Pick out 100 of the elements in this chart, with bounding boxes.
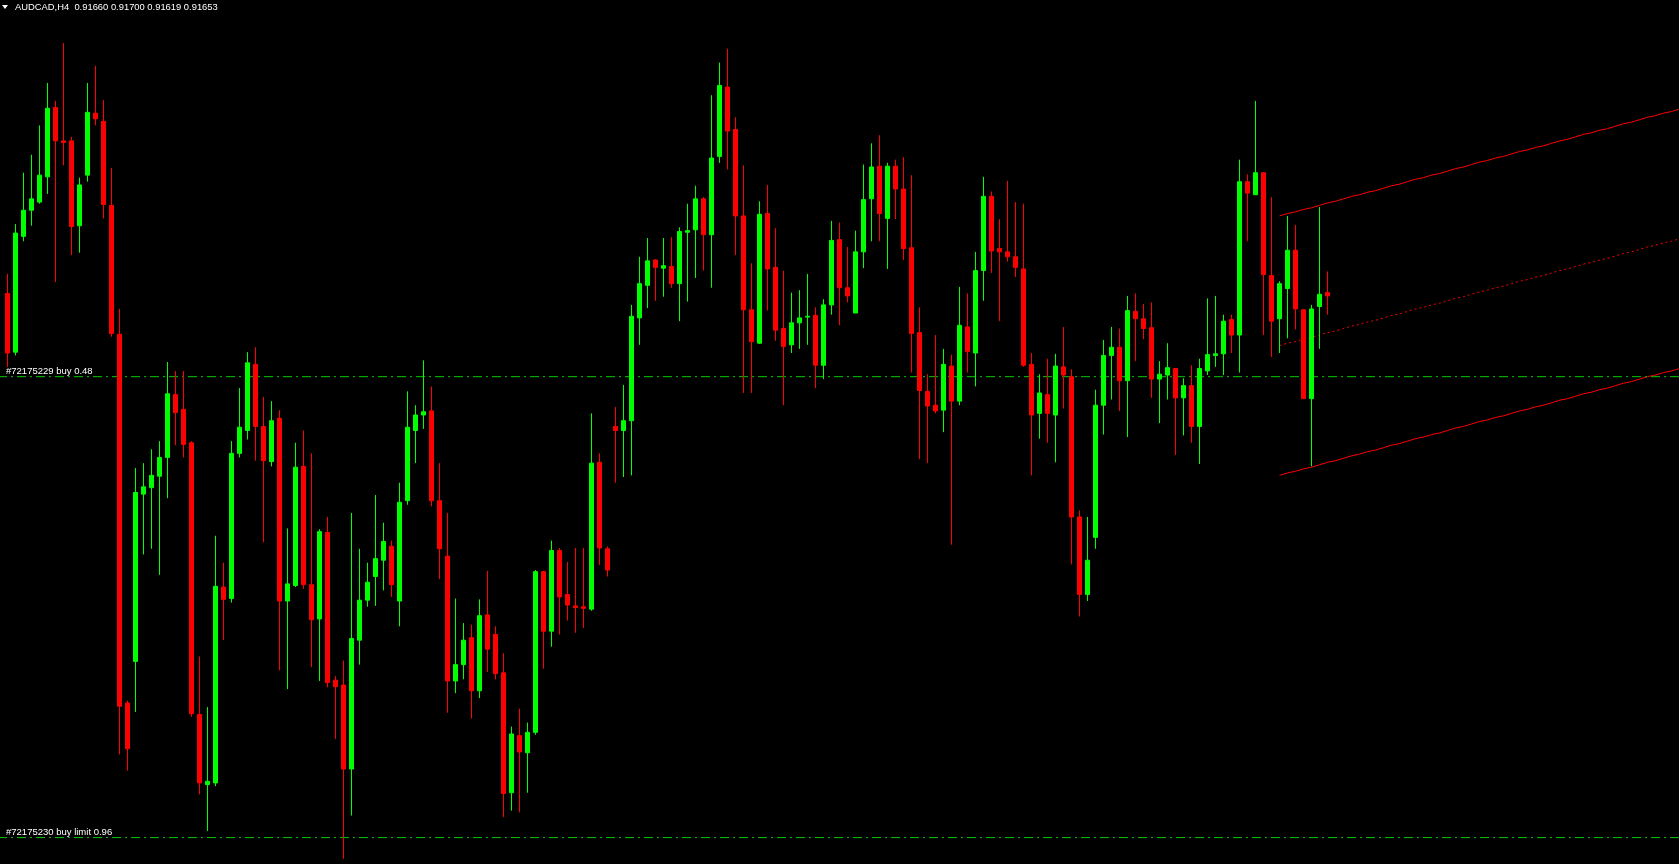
candlestick bbox=[1157, 360, 1162, 424]
candlestick bbox=[581, 547, 586, 629]
candlestick bbox=[173, 370, 178, 446]
candlestick bbox=[949, 354, 954, 546]
candlestick bbox=[1181, 377, 1186, 436]
candlestick bbox=[157, 440, 162, 576]
candlestick bbox=[1253, 100, 1258, 196]
candlestick bbox=[749, 262, 754, 394]
candlestick bbox=[573, 547, 578, 634]
candlestick bbox=[813, 306, 818, 389]
candlestick bbox=[477, 598, 482, 699]
candlestick bbox=[621, 384, 626, 478]
candlestick bbox=[805, 273, 810, 346]
candlestick bbox=[1149, 301, 1154, 399]
candlestick bbox=[397, 482, 402, 627]
candlestick bbox=[565, 561, 570, 622]
candlestick bbox=[709, 94, 714, 289]
candlestick bbox=[109, 167, 114, 338]
candlestick bbox=[685, 203, 690, 303]
candlestick bbox=[197, 655, 202, 795]
candlestick bbox=[405, 390, 410, 506]
candlestick bbox=[421, 359, 426, 430]
candlestick bbox=[1173, 368, 1178, 456]
ref-line-label: #72175229 buy 0.48 bbox=[6, 364, 93, 376]
candlestick bbox=[261, 396, 266, 543]
candlestick bbox=[693, 185, 698, 279]
candlestick bbox=[373, 494, 378, 607]
candlestick bbox=[317, 528, 322, 682]
candlestick bbox=[797, 289, 802, 350]
candlestick bbox=[349, 512, 354, 817]
candlestick bbox=[981, 176, 986, 302]
candlestick bbox=[5, 273, 10, 368]
candlestick bbox=[133, 467, 138, 713]
candlestick bbox=[1325, 270, 1330, 316]
candlestick bbox=[765, 184, 770, 312]
candlestick bbox=[1141, 303, 1146, 340]
candlestick bbox=[229, 440, 234, 604]
candlestick bbox=[309, 452, 314, 668]
candlestick bbox=[485, 570, 490, 673]
candlestick bbox=[165, 361, 170, 499]
candlestick bbox=[901, 156, 906, 261]
candlestick bbox=[1125, 295, 1130, 438]
candlestick bbox=[1045, 358, 1050, 444]
candlestick bbox=[277, 409, 282, 671]
candlestick bbox=[997, 218, 1002, 322]
candlestick bbox=[1237, 159, 1242, 374]
candlestick bbox=[525, 722, 530, 794]
candlestick bbox=[637, 256, 642, 346]
candlestick bbox=[1285, 215, 1290, 339]
candlestick bbox=[61, 42, 66, 166]
candlestick bbox=[181, 370, 186, 458]
candlestick bbox=[789, 292, 794, 354]
candlestick bbox=[1013, 201, 1018, 278]
candlestick bbox=[1005, 180, 1010, 263]
candlestick bbox=[1317, 206, 1322, 350]
candlestick bbox=[1261, 172, 1266, 336]
candlestick bbox=[885, 162, 890, 270]
candlestick bbox=[869, 142, 874, 242]
candlestick bbox=[285, 527, 290, 690]
candlestick bbox=[437, 462, 442, 580]
candlestick bbox=[45, 82, 50, 195]
candlestick bbox=[453, 598, 458, 694]
candlestick bbox=[909, 174, 914, 374]
candlestick bbox=[445, 512, 450, 714]
candlestick bbox=[725, 48, 730, 170]
candlestick bbox=[629, 304, 634, 476]
candlestick bbox=[613, 406, 618, 484]
candlestick bbox=[965, 292, 970, 374]
candlestick bbox=[1053, 353, 1058, 463]
candlestick bbox=[1165, 342, 1170, 400]
candlestick bbox=[1277, 280, 1282, 354]
candlestick bbox=[557, 547, 562, 635]
candlestick bbox=[1189, 364, 1194, 444]
candlestick bbox=[669, 236, 674, 289]
candlestick bbox=[1101, 339, 1106, 436]
candlestick bbox=[917, 306, 922, 460]
candlestick bbox=[1293, 224, 1298, 330]
candlestick bbox=[501, 652, 506, 818]
candlestick bbox=[741, 164, 746, 394]
candlestick bbox=[1213, 295, 1218, 368]
candlestick bbox=[973, 251, 978, 387]
candlestick bbox=[101, 99, 106, 219]
candlestick bbox=[29, 154, 34, 227]
candlestick bbox=[413, 404, 418, 464]
candlestick bbox=[253, 346, 258, 462]
candlestick bbox=[989, 190, 994, 274]
candlestick bbox=[549, 540, 554, 648]
candlestick bbox=[149, 448, 154, 550]
candlestick bbox=[1109, 326, 1114, 400]
candlestick bbox=[1269, 196, 1274, 358]
candlestick bbox=[861, 164, 866, 269]
candlestick bbox=[597, 452, 602, 566]
candlestick bbox=[941, 348, 946, 433]
candlestick bbox=[1197, 358, 1202, 465]
candlestick bbox=[925, 373, 930, 464]
candlestick bbox=[517, 708, 522, 813]
candlestick bbox=[1245, 173, 1250, 242]
candlestick bbox=[1093, 389, 1098, 550]
candlestick bbox=[773, 227, 778, 342]
candlestick bbox=[733, 116, 738, 256]
